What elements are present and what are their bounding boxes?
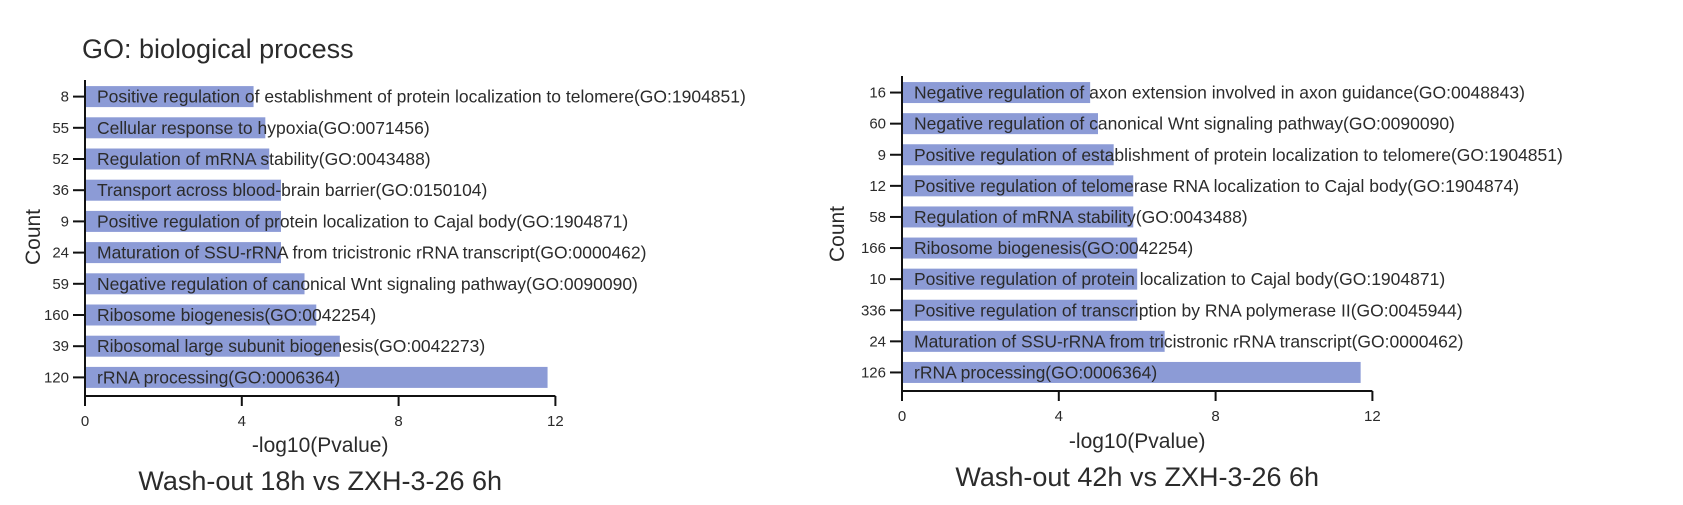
y-tick-label: 39: [52, 338, 69, 355]
y-tick-label: 9: [61, 213, 69, 230]
chart-title: Wash-out 18h vs ZXH-3-26 6h: [138, 466, 502, 496]
bar: [85, 86, 254, 108]
y-tick-label: 24: [869, 333, 886, 350]
x-tick-label: 12: [547, 413, 564, 430]
figure-title: GO: biological process: [82, 34, 354, 64]
category-label: Cellular response to hypoxia(GO:0071456): [97, 118, 430, 138]
category-label: Maturation of SSU-rRNA from tricistronic…: [97, 243, 646, 263]
category-label: Transport across blood-brain barrier(GO:…: [97, 180, 487, 200]
bar: [902, 237, 1138, 259]
bar: [85, 366, 548, 388]
bar: [85, 210, 281, 232]
bar: [85, 273, 305, 295]
bar: [902, 113, 1098, 135]
y-tick-label: 126: [861, 364, 886, 381]
category-label: Negative regulation of axon extension in…: [914, 83, 1525, 103]
bar: [85, 335, 340, 357]
bar: [85, 148, 270, 170]
bar: [902, 175, 1134, 197]
y-axis-label: Count: [826, 206, 849, 262]
category-label: Positive regulation of telomerase RNA lo…: [914, 176, 1519, 196]
x-tick-label: 8: [394, 413, 402, 430]
category-label: Regulation of mRNA stability(GO:0043488): [914, 207, 1248, 227]
y-tick-label: 12: [869, 178, 886, 195]
bar: [85, 304, 317, 326]
x-tick-label: 0: [81, 413, 89, 430]
x-tick-label: 12: [1364, 408, 1381, 425]
y-tick-label: 52: [52, 151, 69, 168]
category-label: Ribosome biogenesis(GO:0042254): [97, 305, 376, 325]
bar: [85, 117, 266, 139]
category-label: Negative regulation of canonical Wnt sig…: [914, 114, 1455, 134]
bar: [902, 330, 1165, 352]
y-axis-label: Count: [22, 209, 45, 265]
bar: [902, 361, 1361, 383]
bar: [902, 82, 1091, 104]
x-axis-label: -log10(Pvalue): [1069, 430, 1206, 453]
category-label: Positive regulation of protein localizat…: [914, 269, 1445, 289]
category-label: Positive regulation of transcription by …: [914, 300, 1463, 320]
bar: [902, 206, 1134, 228]
bar: [85, 242, 281, 264]
y-tick-label: 60: [869, 116, 886, 133]
x-tick-label: 8: [1211, 408, 1219, 425]
y-tick-label: 160: [44, 307, 69, 324]
y-tick-label: 8: [61, 89, 69, 106]
y-tick-label: 58: [869, 209, 886, 226]
category-label: Negative regulation of canonical Wnt sig…: [97, 274, 638, 294]
y-tick-label: 16: [869, 85, 886, 102]
y-tick-label: 10: [869, 271, 886, 288]
y-tick-label: 9: [878, 147, 886, 164]
y-tick-label: 24: [52, 245, 69, 262]
category-label: rRNA processing(GO:0006364): [914, 362, 1157, 382]
y-tick-label: 55: [52, 120, 69, 137]
category-label: Positive regulation of establishment of …: [914, 145, 1563, 165]
chart-wash-out-42h: 16 60 9 12 58 166 10 336 24 126 Negative regulatio…: [826, 76, 1563, 492]
y-tick-label: 59: [52, 276, 69, 293]
x-axis-label: -log10(Pvalue): [252, 434, 389, 457]
y-tick-label: 120: [44, 369, 69, 386]
bar: [85, 179, 281, 201]
y-tick-label: 36: [52, 182, 69, 199]
y-tick-label: 336: [861, 302, 886, 319]
x-tick-label: 4: [238, 413, 246, 430]
chart-title: Wash-out 42h vs ZXH-3-26 6h: [955, 462, 1319, 492]
x-tick-label: 0: [898, 408, 906, 425]
category-label: Regulation of mRNA stability(GO:0043488): [97, 149, 431, 169]
category-label: rRNA processing(GO:0006364): [97, 367, 340, 387]
category-label: Maturation of SSU-rRNA from tricistronic…: [914, 331, 1463, 351]
y-tick-label: 166: [861, 240, 886, 257]
category-label: Ribosome biogenesis(GO:0042254): [914, 238, 1193, 258]
bar: [902, 299, 1138, 321]
bar: [902, 268, 1138, 290]
category-label: Positive regulation of protein localizat…: [97, 211, 628, 231]
bar: [902, 144, 1114, 166]
x-tick-label: 4: [1055, 408, 1063, 425]
category-label: Positive regulation of establishment of …: [97, 87, 746, 107]
category-label: Ribosomal large subunit biogenesis(GO:00…: [97, 336, 485, 356]
